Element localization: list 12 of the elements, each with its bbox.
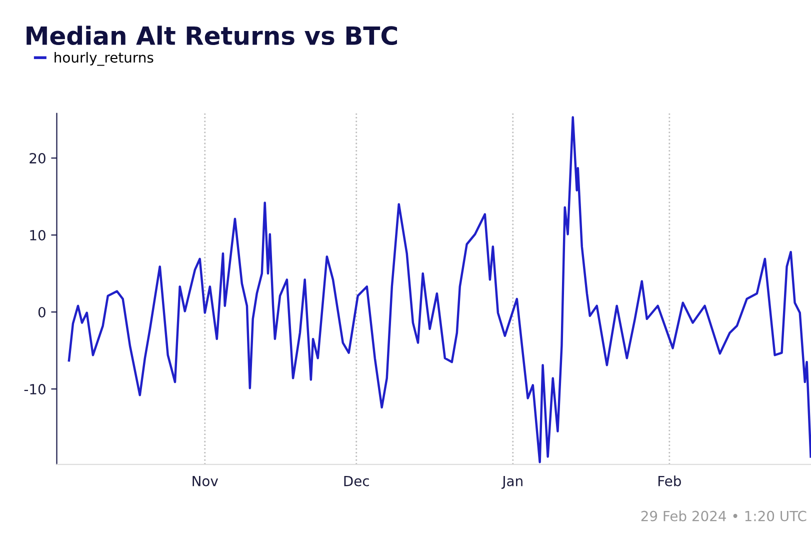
x-tick-label: Nov: [192, 476, 218, 486]
text: 29 Feb 2024 • 1:20 UTC: [641, 510, 806, 522]
y-tick-label: 10: [30, 230, 46, 240]
legend-label: hourly_returns: [54, 52, 154, 66]
y-tick-label: 0: [38, 306, 46, 318]
y-tick-label: 20: [30, 153, 46, 164]
y-tick-label: -10: [24, 384, 46, 394]
x-tick-label: Dec: [344, 476, 369, 486]
chart-title: Median Alt Returns vs BTC: [26, 26, 397, 46]
x-tick-label: Jan: [501, 476, 522, 489]
x-tick-label: Feb: [658, 476, 681, 486]
line-series: [68, 116, 811, 464]
